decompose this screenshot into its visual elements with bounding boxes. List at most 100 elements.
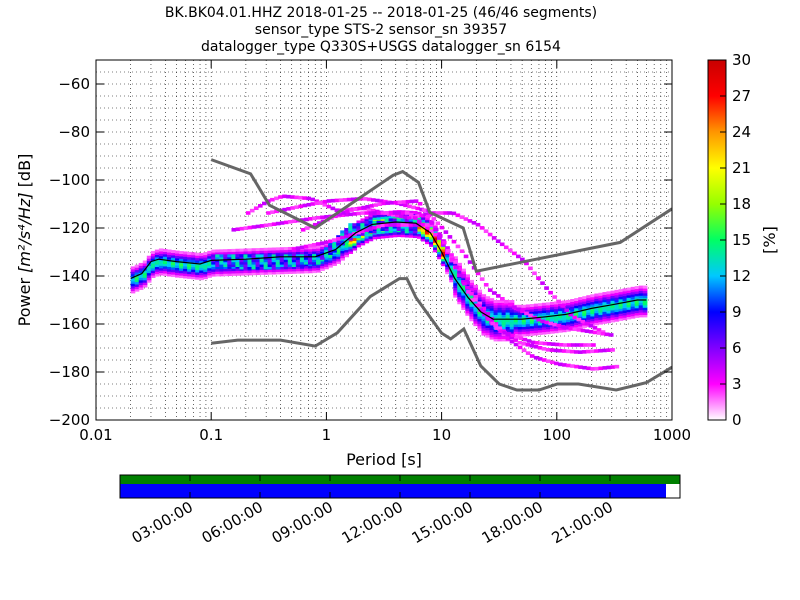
density-cell xyxy=(299,256,305,260)
density-cell xyxy=(392,211,398,215)
density-cell xyxy=(509,312,515,315)
density-cell xyxy=(473,311,479,315)
density-cell xyxy=(521,316,527,320)
density-cell xyxy=(320,260,325,264)
density-cell xyxy=(493,314,499,318)
density-cell xyxy=(533,330,539,333)
density-cell xyxy=(166,251,172,255)
density-cell xyxy=(380,235,386,239)
density-cell xyxy=(457,282,462,286)
density-cell xyxy=(545,316,551,320)
density-cell xyxy=(580,328,586,333)
density-cell xyxy=(366,197,372,202)
density-cell xyxy=(231,264,236,267)
density-cell xyxy=(295,261,301,265)
density-cell xyxy=(138,282,144,286)
density-cell xyxy=(485,308,491,312)
density-cell xyxy=(191,276,196,280)
density-cell xyxy=(497,309,503,313)
density-cell xyxy=(513,331,519,335)
density-cell xyxy=(610,290,616,294)
density-cell xyxy=(590,313,595,317)
density-cell xyxy=(537,307,543,311)
density-cell xyxy=(154,251,160,255)
density-cell xyxy=(311,243,317,247)
density-cell xyxy=(642,304,648,308)
density-cell xyxy=(525,321,531,325)
density-cell xyxy=(594,293,599,297)
density-cell xyxy=(445,246,450,250)
density-cell xyxy=(521,328,527,332)
density-cell xyxy=(475,222,481,227)
density-cell xyxy=(211,251,216,255)
density-cell xyxy=(275,264,281,267)
density-cell xyxy=(267,271,273,275)
density-cell xyxy=(558,317,563,321)
density-cell xyxy=(590,299,595,303)
density-cell xyxy=(439,211,445,215)
density-cell xyxy=(330,206,336,211)
density-cell xyxy=(485,332,491,336)
density-cell xyxy=(501,307,507,311)
density-cell xyxy=(227,268,233,272)
density-cell xyxy=(412,216,418,220)
density-cell xyxy=(465,303,470,307)
density-cell xyxy=(558,327,563,331)
density-cell xyxy=(332,244,337,248)
density-cell xyxy=(340,213,345,217)
density-cell xyxy=(142,284,148,288)
density-cell xyxy=(461,287,466,291)
density-cell xyxy=(404,218,410,222)
density-cell xyxy=(495,294,501,298)
density-cell xyxy=(219,266,225,270)
density-cell xyxy=(454,265,459,270)
density-cell xyxy=(433,249,438,253)
density-cell xyxy=(489,305,495,309)
density-cell xyxy=(372,236,378,240)
density-cell xyxy=(497,324,503,327)
density-cell xyxy=(357,206,362,211)
density-cell xyxy=(270,210,275,214)
density-cell xyxy=(340,230,345,234)
density-cell xyxy=(457,301,462,305)
density-cell xyxy=(203,271,208,275)
density-cell xyxy=(473,295,479,299)
density-cell xyxy=(267,250,273,254)
density-cell xyxy=(384,230,390,234)
density-cell xyxy=(505,326,511,330)
density-cell xyxy=(525,333,531,337)
density-cell xyxy=(400,230,406,234)
density-cell xyxy=(513,309,519,313)
density-cell xyxy=(203,268,208,272)
density-cell xyxy=(499,242,505,247)
density-cell xyxy=(477,318,483,322)
density-cell xyxy=(179,270,184,274)
density-cell xyxy=(356,237,362,241)
density-cell xyxy=(477,292,483,296)
density-cell xyxy=(550,313,555,317)
density-cell xyxy=(340,235,345,240)
density-cell xyxy=(308,265,313,269)
density-cell xyxy=(320,263,325,267)
density-cell xyxy=(336,260,341,264)
density-cell xyxy=(142,272,148,276)
density-cell xyxy=(130,271,136,275)
density-cell xyxy=(525,304,531,308)
density-cell xyxy=(558,329,563,333)
density-cell xyxy=(622,317,628,321)
density-cell xyxy=(562,322,567,326)
density-cell xyxy=(348,237,353,241)
density-cell xyxy=(231,265,237,269)
density-cell xyxy=(481,301,487,305)
density-cell xyxy=(584,329,590,333)
density-cell xyxy=(316,250,321,254)
density-cell xyxy=(295,265,301,269)
density-cell xyxy=(642,285,648,289)
density-cell xyxy=(388,228,394,231)
density-cell xyxy=(505,309,511,313)
timeline-bottom-bar xyxy=(120,484,666,498)
density-cell xyxy=(312,265,317,269)
density-cell xyxy=(275,268,281,272)
density-cell xyxy=(520,309,525,314)
density-cell xyxy=(489,336,495,340)
